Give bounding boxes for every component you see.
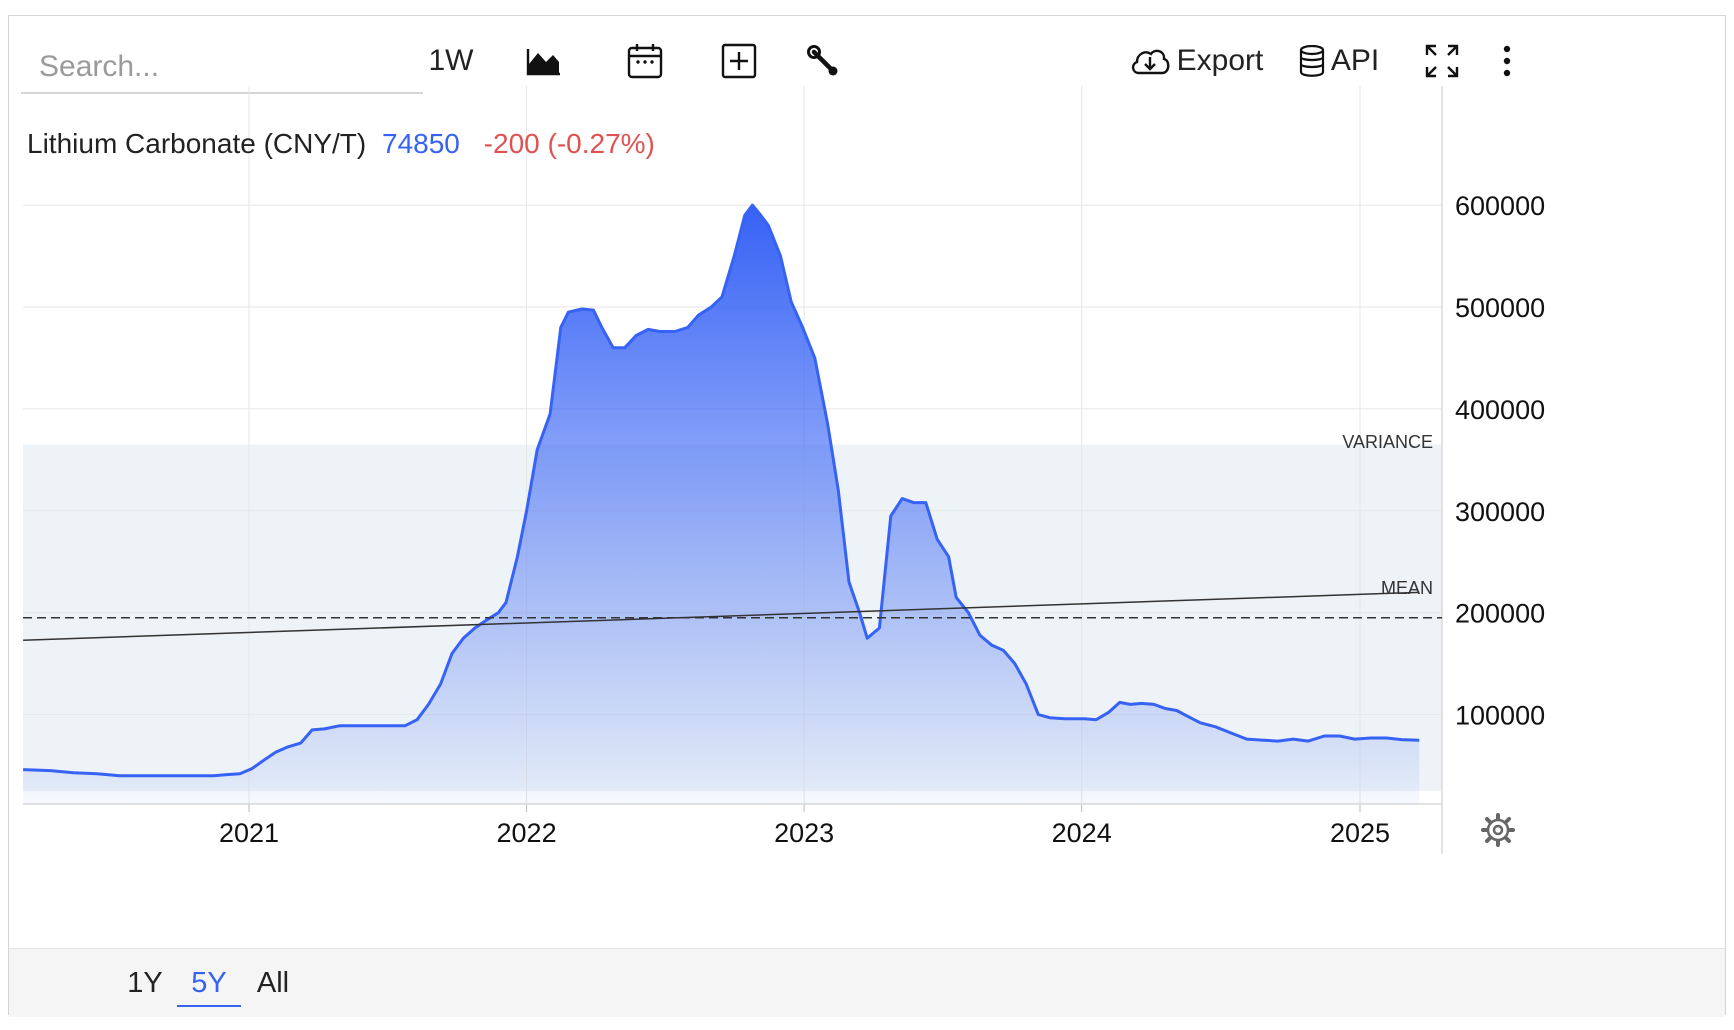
export-button[interactable]: Export bbox=[1129, 38, 1264, 84]
series-line bbox=[23, 203, 1420, 778]
variance-label: VARIANCE bbox=[1342, 432, 1433, 452]
range-1y-button[interactable]: 1Y bbox=[127, 966, 163, 999]
settings-button[interactable] bbox=[1481, 813, 1515, 847]
x-tick-label: 2025 bbox=[1330, 818, 1390, 848]
search-input[interactable] bbox=[37, 46, 411, 88]
more-options-button[interactable] bbox=[1497, 38, 1517, 84]
y-tick-label: 200000 bbox=[1455, 599, 1545, 629]
y-tick-label: 500000 bbox=[1455, 293, 1545, 323]
range-all-button[interactable]: All bbox=[256, 966, 290, 999]
wrench-icon bbox=[806, 44, 840, 78]
trend-line bbox=[23, 591, 1420, 641]
range-selector: 1Y 5Y All bbox=[9, 948, 1725, 1017]
x-tick-label: 2021 bbox=[219, 818, 279, 848]
y-tick-label: 100000 bbox=[1455, 701, 1545, 731]
more-vert-icon bbox=[1503, 45, 1511, 77]
mean-label: MEAN bbox=[1381, 578, 1433, 598]
x-tick-label: 2024 bbox=[1052, 818, 1112, 848]
last-price: 74850 bbox=[382, 128, 460, 159]
date-range-button[interactable] bbox=[625, 38, 665, 84]
y-tick-label: 600000 bbox=[1455, 191, 1545, 221]
price-change: -200 (-0.27%) bbox=[484, 128, 655, 159]
x-tick-label: 2022 bbox=[497, 818, 557, 848]
y-tick-label: 400000 bbox=[1455, 395, 1545, 425]
search-box bbox=[21, 36, 423, 94]
api-button[interactable]: API bbox=[1299, 38, 1379, 84]
export-label: Export bbox=[1176, 44, 1264, 77]
tools-button[interactable] bbox=[804, 38, 842, 84]
chart-type-icon bbox=[526, 46, 562, 76]
toolbar: 1W bbox=[9, 16, 1725, 96]
api-label: API bbox=[1330, 44, 1380, 77]
x-tick-label: 2023 bbox=[774, 818, 834, 848]
database-icon bbox=[1299, 45, 1325, 77]
cloud-download-icon bbox=[1129, 46, 1171, 76]
add-indicator-icon bbox=[721, 43, 757, 79]
y-tick-label: 300000 bbox=[1455, 497, 1545, 527]
fullscreen-icon bbox=[1424, 43, 1460, 79]
range-5y-button[interactable]: 5Y bbox=[177, 961, 241, 1007]
add-indicator-button[interactable] bbox=[720, 38, 758, 84]
interval-label: 1W bbox=[428, 44, 474, 77]
chart-type-button[interactable] bbox=[524, 38, 564, 84]
fullscreen-button[interactable] bbox=[1423, 38, 1461, 84]
series-name: Lithium Carbonate (CNY/T) bbox=[27, 128, 366, 159]
chart-widget: 1W bbox=[8, 15, 1726, 1017]
interval-button[interactable]: 1W bbox=[427, 38, 475, 84]
series-area bbox=[23, 205, 1420, 805]
price-chart: 100000 200000 300000 400000 500000 600000 2021… bbox=[23, 86, 1545, 854]
chart-header: Lithium Carbonate (CNY/T) 74850 -200 (-0… bbox=[27, 128, 655, 159]
gear-icon bbox=[1481, 813, 1515, 847]
calendar-icon bbox=[627, 42, 663, 80]
